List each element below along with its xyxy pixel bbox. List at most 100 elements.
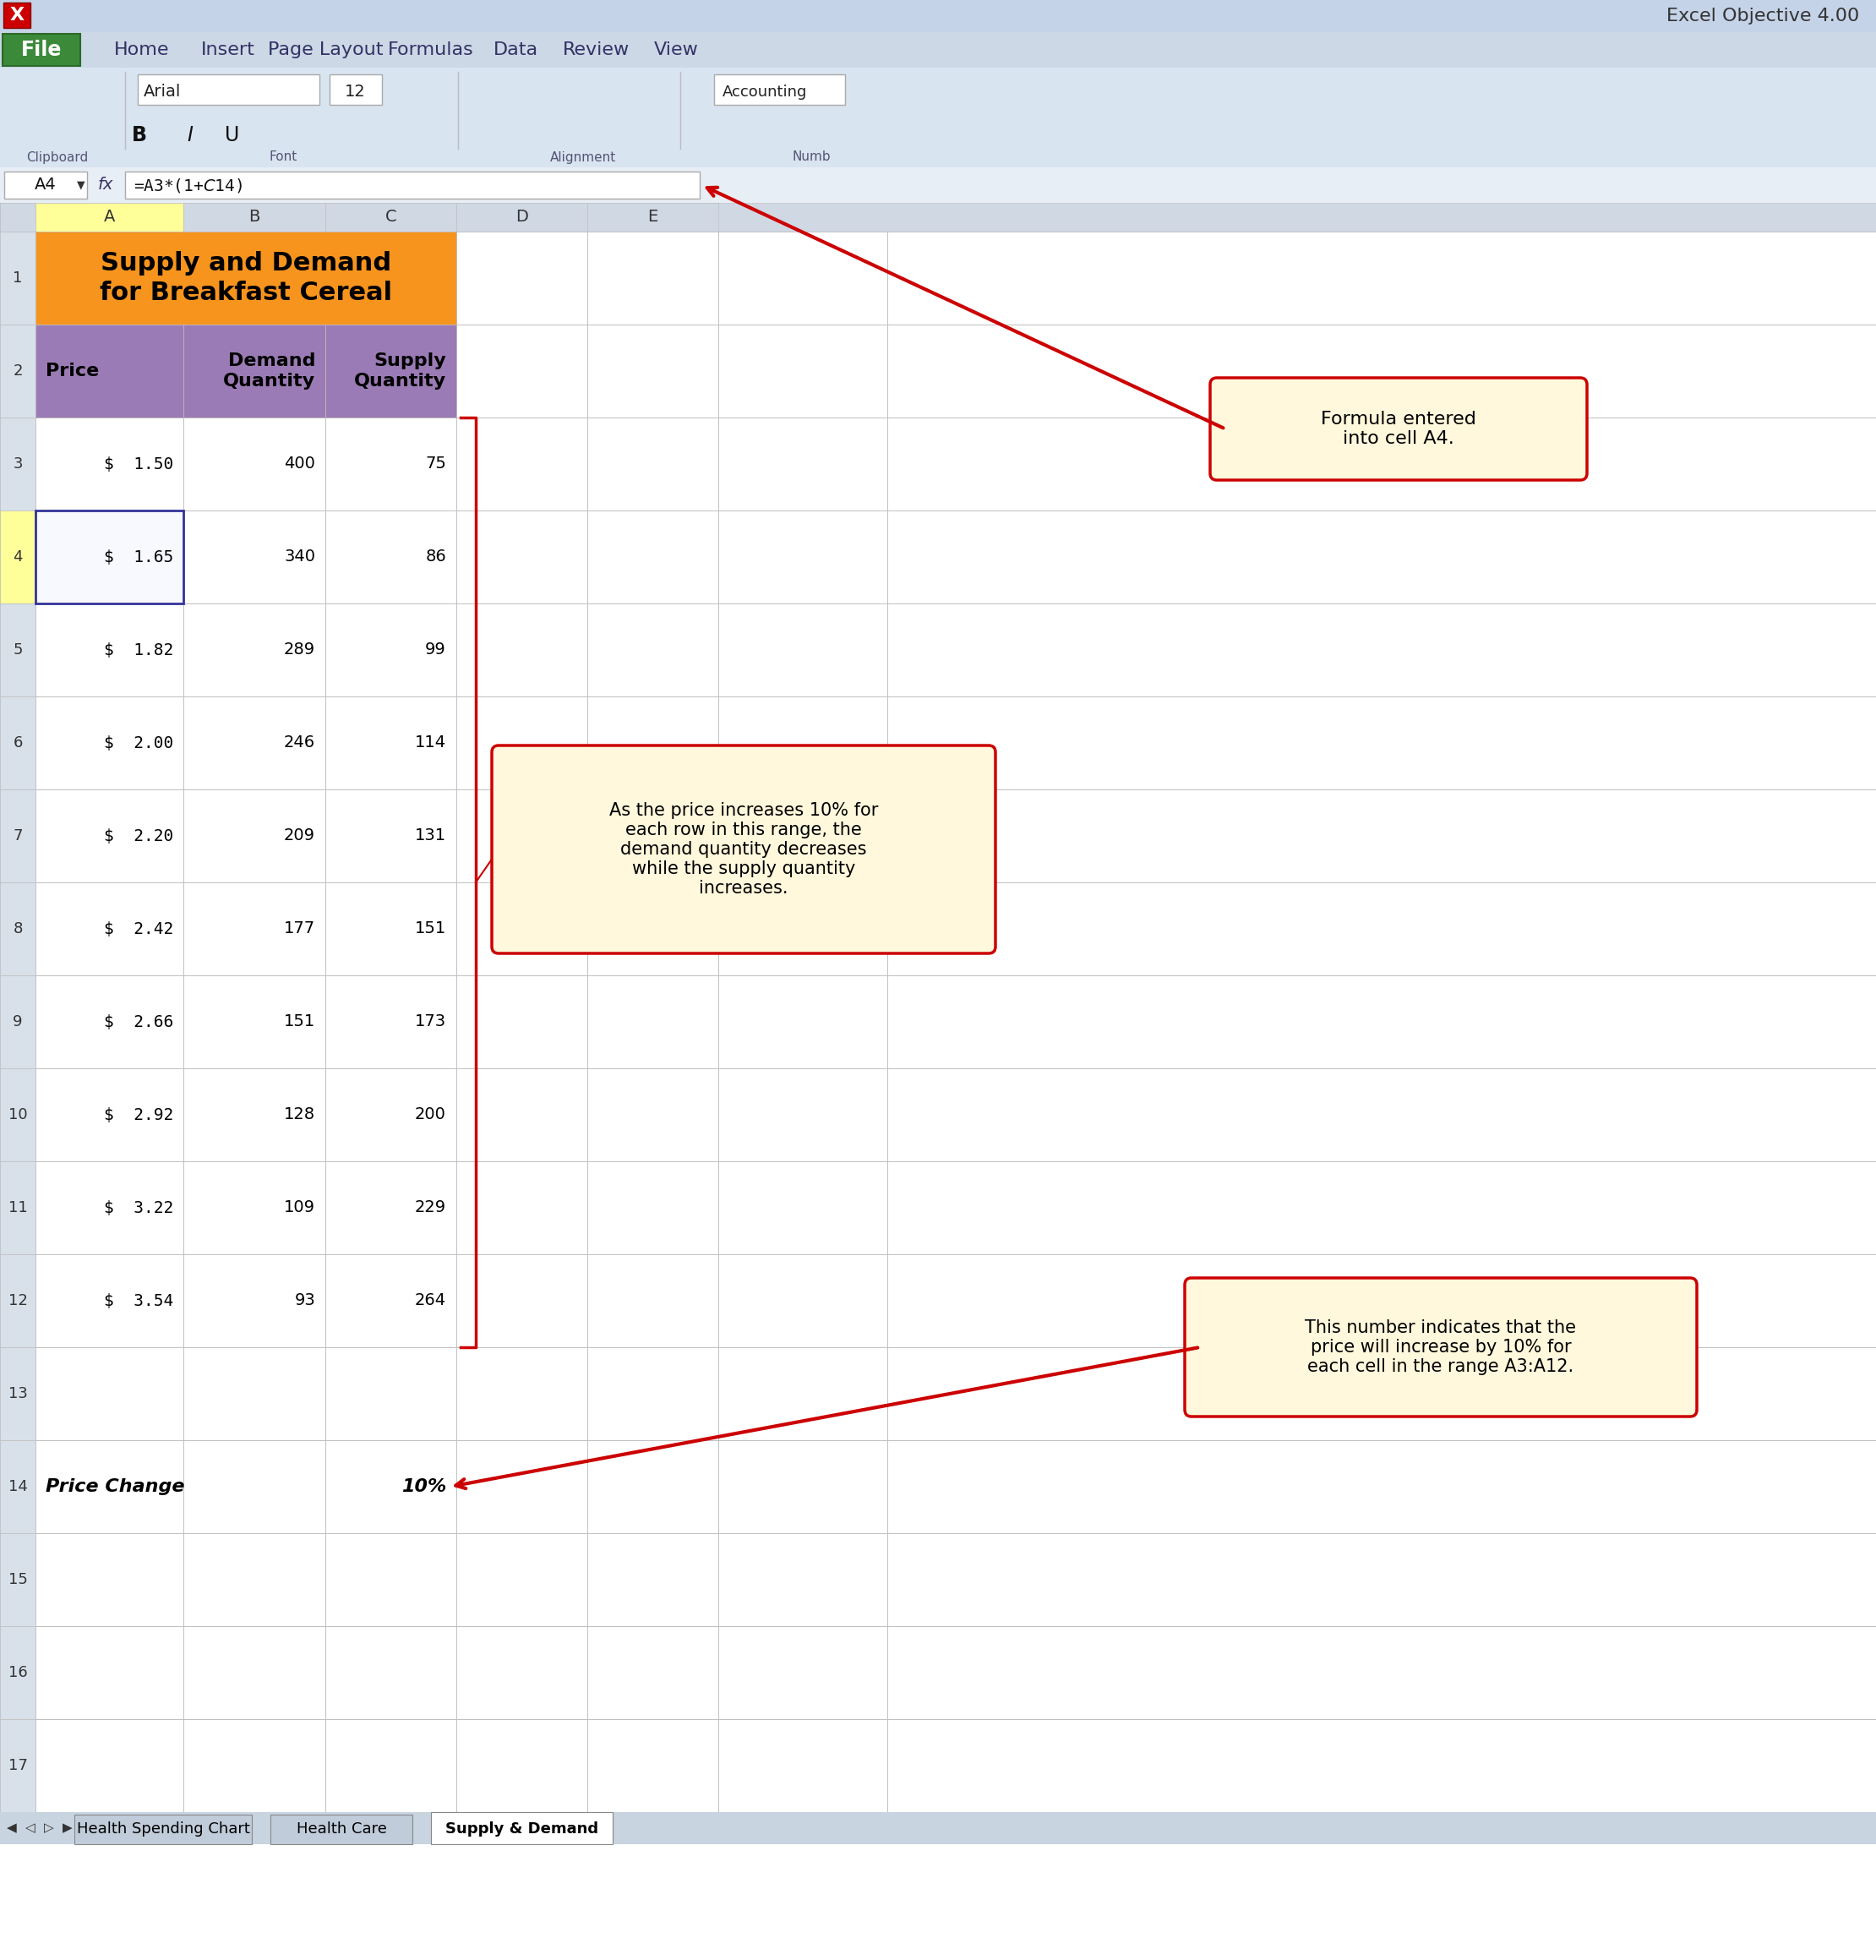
Bar: [0, 1254, 36, 1347]
Text: $  3.22: $ 3.22: [103, 1200, 173, 1215]
Bar: [184, 202, 325, 231]
Text: 2: 2: [13, 363, 23, 378]
Text: Review: Review: [563, 41, 628, 59]
Text: Formula entered
into cell A4.: Formula entered into cell A4.: [1321, 412, 1476, 447]
Text: =A3*(1+$C$14): =A3*(1+$C$14): [133, 176, 242, 194]
Bar: [330, 74, 383, 104]
Bar: [0, 231, 36, 325]
Text: X: X: [9, 6, 24, 24]
Text: 13: 13: [8, 1386, 28, 1401]
Text: 10: 10: [8, 1107, 28, 1123]
Bar: [0, 417, 36, 510]
Text: 17: 17: [8, 1758, 28, 1774]
Bar: [0, 1441, 36, 1533]
Text: ▷: ▷: [43, 1821, 54, 1835]
Text: $  2.00: $ 2.00: [103, 735, 173, 751]
Text: 93: 93: [295, 1294, 315, 1309]
Bar: [431, 1813, 613, 1844]
Bar: [0, 202, 36, 231]
Text: Formulas: Formulas: [388, 41, 475, 59]
Bar: [0, 976, 36, 1068]
Text: 7: 7: [13, 829, 23, 843]
Text: 75: 75: [426, 457, 446, 472]
Text: Demand
Quantity: Demand Quantity: [223, 353, 315, 390]
FancyBboxPatch shape: [492, 745, 996, 953]
Text: 200: 200: [415, 1107, 446, 1123]
Bar: [0, 1719, 36, 1813]
Text: Clipboard: Clipboard: [26, 151, 88, 163]
Text: 14: 14: [8, 1480, 28, 1494]
Text: 289: 289: [283, 643, 315, 659]
Text: $  2.20: $ 2.20: [103, 827, 173, 845]
Text: Excel Objective 4.00: Excel Objective 4.00: [1666, 8, 1859, 25]
Text: This number indicates that the
price will increase by 10% for
each cell in the r: This number indicates that the price wil…: [1306, 1319, 1576, 1376]
Bar: [325, 325, 456, 417]
Text: As the price increases 10% for
each row in this range, the
demand quantity decre: As the price increases 10% for each row …: [610, 802, 878, 898]
Bar: [0, 604, 36, 696]
Text: 400: 400: [283, 457, 315, 472]
Text: U: U: [225, 125, 240, 145]
Text: 246: 246: [283, 735, 315, 751]
Text: D: D: [516, 210, 529, 225]
Bar: [4, 172, 86, 198]
Bar: [0, 202, 1876, 231]
Text: ▼: ▼: [77, 180, 84, 190]
Text: Numb: Numb: [792, 151, 831, 163]
Text: View: View: [653, 41, 698, 59]
Text: $  1.82: $ 1.82: [103, 643, 173, 659]
Text: I: I: [188, 125, 193, 145]
Text: 12: 12: [345, 84, 366, 100]
Bar: [0, 696, 36, 790]
Text: 3: 3: [13, 457, 23, 472]
Bar: [0, 167, 1876, 202]
Text: Price Change: Price Change: [45, 1478, 184, 1495]
Text: Page Layout: Page Layout: [268, 41, 383, 59]
Text: B: B: [131, 125, 146, 145]
Bar: [0, 1347, 36, 1441]
Text: E: E: [647, 210, 658, 225]
Text: 109: 109: [283, 1200, 315, 1215]
Bar: [325, 202, 456, 231]
Bar: [0, 325, 36, 417]
Text: A: A: [103, 210, 114, 225]
Bar: [36, 231, 456, 325]
Text: 6: 6: [13, 735, 23, 751]
Bar: [0, 1813, 1876, 1844]
Bar: [36, 510, 184, 604]
Text: 15: 15: [8, 1572, 28, 1588]
Text: Data: Data: [493, 41, 538, 59]
Text: Accounting: Accounting: [722, 84, 807, 100]
Text: 86: 86: [426, 549, 446, 564]
Text: ▶: ▶: [62, 1821, 73, 1835]
Bar: [137, 74, 319, 104]
Text: 177: 177: [283, 921, 315, 937]
Text: 8: 8: [13, 921, 23, 937]
Bar: [0, 510, 36, 604]
Text: 173: 173: [415, 1013, 446, 1029]
Text: 10%: 10%: [401, 1478, 446, 1495]
Text: 128: 128: [283, 1107, 315, 1123]
Text: 114: 114: [415, 735, 446, 751]
Text: 1: 1: [13, 270, 23, 286]
Bar: [0, 231, 1876, 1813]
Bar: [0, 882, 36, 976]
Text: Home: Home: [114, 41, 169, 59]
Bar: [587, 202, 719, 231]
Bar: [0, 0, 1876, 31]
Bar: [270, 1815, 413, 1844]
Bar: [75, 1815, 251, 1844]
Bar: [715, 74, 844, 104]
Text: 5: 5: [13, 643, 23, 657]
Text: 151: 151: [415, 921, 446, 937]
Bar: [0, 790, 36, 882]
Text: Alignment: Alignment: [550, 151, 615, 163]
Bar: [36, 325, 184, 417]
Bar: [456, 202, 587, 231]
Text: Price: Price: [45, 363, 99, 380]
Text: 12: 12: [8, 1294, 28, 1309]
Bar: [0, 1533, 36, 1627]
Text: Supply & Demand: Supply & Demand: [445, 1821, 598, 1837]
Text: fx: fx: [98, 176, 113, 194]
Bar: [0, 1160, 36, 1254]
Text: 340: 340: [283, 549, 315, 564]
